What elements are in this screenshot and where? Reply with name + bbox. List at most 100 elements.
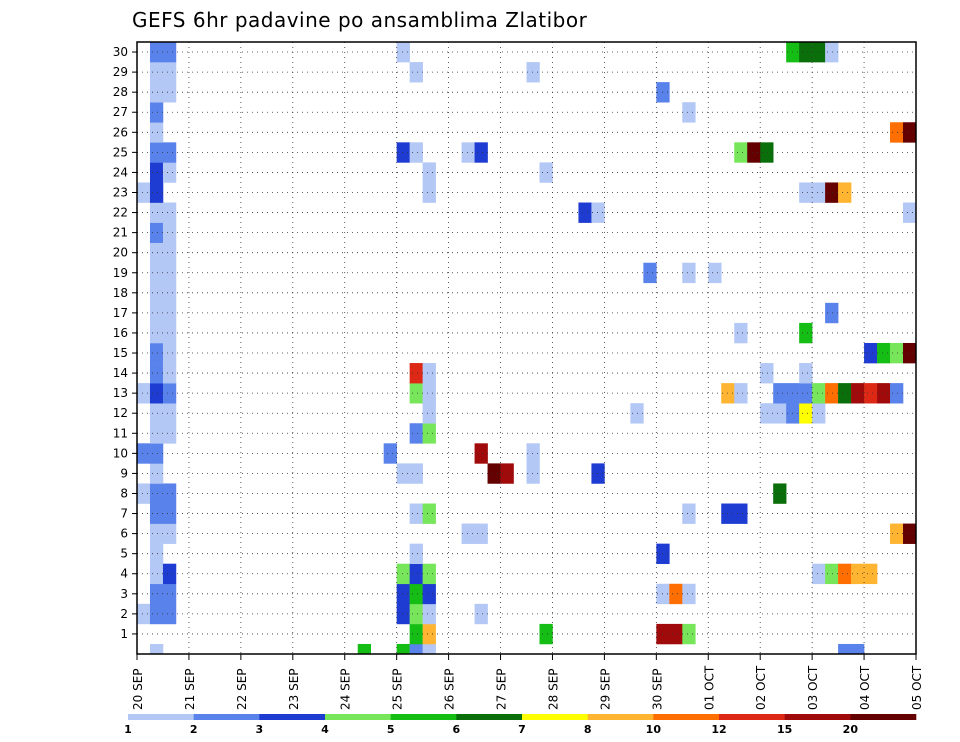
- precip-cell: [825, 383, 839, 404]
- precip-cell: [838, 182, 852, 203]
- precip-cell: [162, 82, 177, 103]
- x-tick-label: 23 SEP: [287, 668, 301, 710]
- precip-cell: [877, 342, 891, 364]
- chart-title: GEFS 6hr padavine po ansamblima Zlatibor: [132, 8, 588, 32]
- precip-cell: [162, 222, 177, 243]
- colorbar-label: 6: [453, 723, 461, 736]
- precip-cell: [890, 122, 904, 143]
- precip-cell: [474, 523, 488, 544]
- precip-cell: [162, 42, 177, 63]
- colorbar-swatch: [653, 714, 720, 720]
- precip-cell: [682, 262, 696, 284]
- colorbar-swatch: [784, 714, 851, 720]
- precip-cell: [760, 403, 774, 424]
- precip-cell: [812, 383, 826, 404]
- precip-cell: [162, 403, 177, 424]
- y-tick-label: 13: [113, 386, 128, 400]
- precip-cell: [773, 403, 787, 424]
- x-tick-label: 24 SEP: [339, 668, 353, 710]
- precip-cell: [409, 563, 423, 585]
- precip-cell: [149, 443, 164, 464]
- precip-cell: [760, 142, 774, 163]
- precip-cell: [383, 443, 397, 464]
- x-tick-label: 28 SEP: [547, 668, 561, 710]
- precip-cell: [474, 142, 488, 163]
- precip-cell: [149, 122, 164, 143]
- precip-cell: [162, 363, 177, 384]
- precip-cell: [162, 603, 177, 625]
- precip-cell: [825, 42, 839, 63]
- precip-cell: [137, 603, 151, 625]
- precip-cell: [812, 182, 826, 203]
- precip-cell: [162, 202, 177, 223]
- precip-cell: [162, 242, 177, 264]
- precip-cell: [162, 162, 177, 183]
- precip-cell: [409, 463, 423, 484]
- precip-cell: [734, 503, 748, 524]
- y-tick-label: 8: [120, 486, 128, 500]
- precip-cell: [149, 543, 164, 565]
- precip-cell: [669, 623, 683, 645]
- x-tick-label: 22 SEP: [235, 668, 249, 710]
- y-tick-label: 16: [113, 326, 128, 340]
- colorbar-label: 8: [584, 723, 592, 736]
- precip-cell: [162, 62, 177, 83]
- precip-cell: [137, 483, 151, 504]
- colorbar-label: 2: [190, 723, 198, 736]
- x-tick-label: 04 OCT: [858, 665, 872, 710]
- y-tick-label: 4: [120, 567, 128, 581]
- precip-cell: [149, 643, 164, 655]
- precip-cell: [591, 202, 605, 223]
- x-tick-label: 02 OCT: [754, 665, 768, 710]
- precip-cell: [799, 182, 813, 203]
- x-tick-label: 25 SEP: [391, 668, 405, 710]
- precip-cell: [708, 262, 722, 284]
- precip-cell: [149, 583, 164, 605]
- precip-cell: [682, 102, 696, 123]
- y-tick-label: 19: [113, 266, 128, 280]
- colorbar-label: 7: [518, 723, 526, 736]
- precip-cell: [734, 383, 748, 404]
- x-tick-label: 21 SEP: [183, 668, 197, 710]
- precip-cell: [812, 563, 826, 585]
- precip-cell: [137, 443, 151, 464]
- precip-cell: [396, 563, 410, 585]
- colorbar-label: 15: [777, 723, 792, 736]
- y-tick-label: 9: [120, 466, 128, 480]
- precip-cell: [838, 563, 852, 585]
- y-tick-label: 5: [120, 547, 128, 561]
- precip-cell: [396, 583, 410, 605]
- precip-cell: [825, 302, 839, 324]
- precip-cell: [162, 262, 177, 284]
- precip-cell: [422, 563, 436, 585]
- precip-cell: [539, 162, 553, 183]
- precip-cell: [799, 322, 813, 344]
- colorbar-swatch: [128, 714, 194, 720]
- y-tick-label: 20: [113, 246, 128, 260]
- precip-cell: [838, 643, 852, 655]
- colorbar-swatch: [193, 714, 260, 720]
- precip-cell: [162, 523, 177, 544]
- precip-cell: [682, 503, 696, 524]
- precip-cell: [474, 443, 488, 464]
- precip-cell: [137, 182, 151, 203]
- precip-cell: [903, 523, 917, 544]
- precip-cell: [162, 342, 177, 364]
- precip-cell: [409, 503, 423, 524]
- y-tick-label: 30: [113, 45, 128, 59]
- y-tick-label: 7: [120, 507, 128, 521]
- precip-cell: [162, 503, 177, 524]
- precip-cell: [149, 102, 164, 123]
- y-tick-label: 28: [113, 85, 128, 99]
- precip-cell: [149, 383, 164, 404]
- precip-cell: [409, 383, 423, 404]
- precip-cell: [812, 403, 826, 424]
- colorbar-label: 20: [843, 723, 859, 736]
- precip-cell: [422, 643, 436, 655]
- precip-cell: [149, 363, 164, 384]
- precip-cell: [734, 322, 748, 344]
- grid-lines: [137, 42, 916, 654]
- x-tick-label: 01 OCT: [702, 665, 716, 710]
- precip-cell: [747, 142, 761, 163]
